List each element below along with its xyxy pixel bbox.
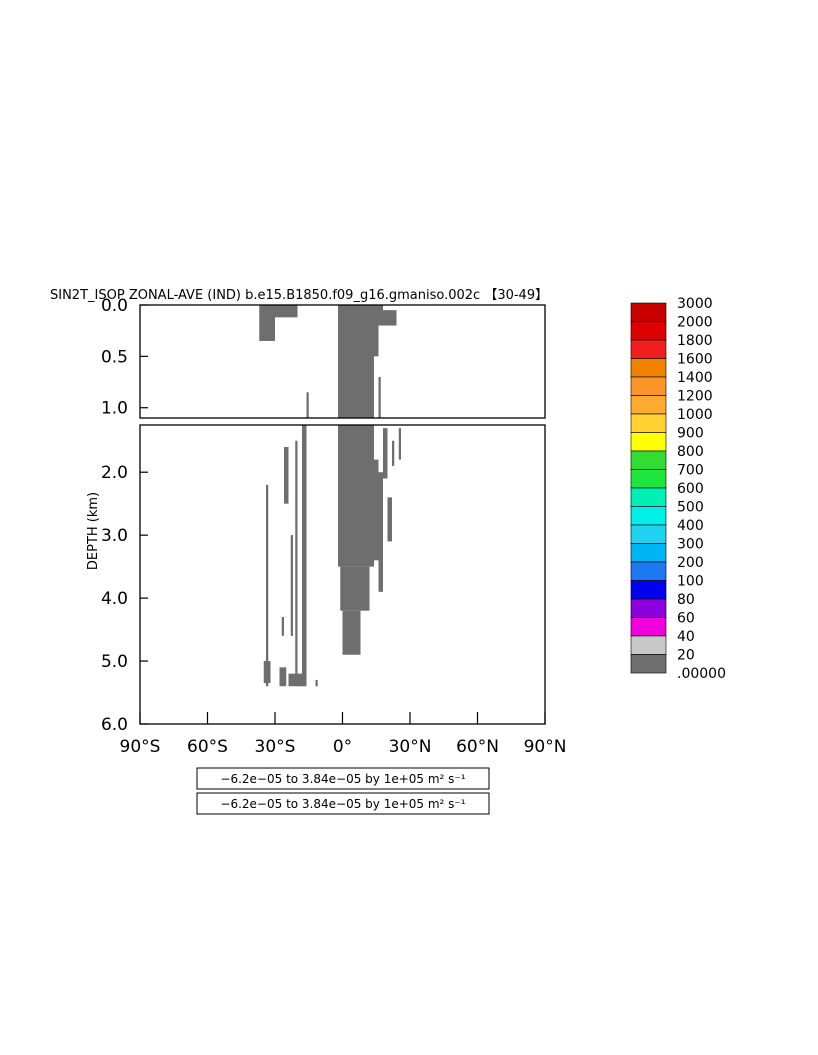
y-axis-ticks: 0.0 0.5 1.0 2.0 3.0 4.0 5.0 6.0 [101, 296, 148, 735]
legend-label: .00000 [677, 666, 726, 682]
legend-swatch [630, 543, 667, 563]
info-box-1-text: −6.2e−05 to 3.84e−05 by 1e+05 m² s⁻¹ [220, 772, 465, 786]
fill-region-22 [302, 425, 307, 687]
legend-label: 60 [677, 611, 695, 627]
fill-region-18 [383, 428, 388, 479]
legend-swatch [630, 524, 667, 544]
fill-region-7 [374, 315, 379, 357]
fill-region-12 [338, 425, 374, 567]
legend-label: 600 [677, 481, 704, 497]
fill-region-9 [383, 310, 397, 326]
y-tick-label: 3.0 [101, 526, 128, 546]
fill-region-15 [358, 425, 365, 448]
info-box-2: −6.2e−05 to 3.84e−05 by 1e+05 m² s⁻¹ [196, 792, 490, 815]
legend-swatch [630, 321, 667, 341]
fill-region-26 [281, 616, 284, 636]
y-tick-label: 6.0 [101, 715, 128, 735]
legend-label: 500 [677, 500, 704, 516]
legend-swatch [630, 635, 667, 655]
fill-region-13 [340, 566, 370, 611]
fill-region-4 [340, 305, 361, 316]
legend-label: 20 [677, 648, 695, 664]
legend-swatch [630, 376, 667, 396]
upper-panel-fill [259, 305, 397, 418]
fill-region-11 [306, 392, 309, 418]
fill-region-25 [284, 447, 289, 504]
fill-region-28 [263, 661, 271, 684]
x-tick-label: 90°S [120, 737, 161, 757]
fill-region-21 [398, 428, 401, 460]
fill-region-27 [266, 484, 269, 687]
legend-label: 800 [677, 444, 704, 460]
x-tick-label: 0° [333, 737, 352, 757]
lower-panel-fill [263, 425, 401, 687]
fill-region-19 [387, 497, 392, 542]
legend-swatch [630, 580, 667, 600]
fill-region-20 [392, 440, 395, 466]
fill-region-30 [288, 673, 305, 687]
y-tick-label: 5.0 [101, 652, 128, 672]
fill-region-6 [365, 310, 374, 341]
legend-swatch [630, 450, 667, 470]
fill-region-14 [342, 610, 361, 655]
legend-label: 200 [677, 555, 704, 571]
x-axis-ticks: 90°S 60°S 30°S 0° 30°N 60°N 90°N [120, 712, 567, 757]
legend-label: 700 [677, 463, 704, 479]
legend-swatch [630, 432, 667, 452]
x-tick-label: 30°S [255, 737, 296, 757]
chart-title: SIN2T_ISOP ZONAL-AVE (IND) b.e15.B1850.f… [50, 288, 548, 303]
legend-swatch [630, 413, 667, 433]
legend-swatch [630, 654, 667, 674]
legend-swatch [630, 487, 667, 507]
color-legend: 3000 2000 1800 1600 1400 1200 1000 900 800 700 600… [630, 296, 726, 682]
legend-swatch [630, 469, 667, 489]
fill-region-31 [315, 679, 318, 687]
legend-label: 40 [677, 629, 695, 645]
legend-label: 400 [677, 518, 704, 534]
fill-region-23 [295, 440, 298, 680]
legend-swatch [630, 395, 667, 415]
legend-swatch [630, 561, 667, 581]
legend-swatch [630, 598, 667, 618]
legend-swatch [630, 617, 667, 637]
fill-region-16 [374, 459, 379, 561]
x-tick-label: 90°N [524, 737, 567, 757]
x-tick-label: 30°N [389, 737, 432, 757]
legend-label: 300 [677, 537, 704, 553]
legend-label: 100 [677, 574, 704, 590]
legend-label: 1400 [677, 370, 713, 386]
fill-region-10 [378, 376, 381, 418]
legend-swatch [630, 302, 667, 322]
y-tick-label: 0.0 [101, 296, 128, 316]
upper-panel-frame [139, 304, 546, 419]
fill-region-8 [374, 305, 383, 326]
fill-region-24 [290, 535, 293, 636]
legend-label: 1200 [677, 389, 713, 405]
legend-swatch [630, 506, 667, 526]
fill-region-1 [270, 305, 298, 318]
legend-swatch [630, 358, 667, 378]
legend-label: 2000 [677, 315, 713, 331]
info-box-1: −6.2e−05 to 3.84e−05 by 1e+05 m² s⁻¹ [196, 767, 490, 790]
legend-label: 1800 [677, 333, 713, 349]
y-tick-label: 4.0 [101, 589, 128, 609]
legend-label: 1600 [677, 352, 713, 368]
x-tick-label: 60°S [187, 737, 228, 757]
fill-region-17 [378, 472, 383, 592]
legend-label: 80 [677, 592, 695, 608]
y-axis-label: DEPTH (km) [86, 492, 101, 570]
x-tick-label: 60°N [456, 737, 499, 757]
legend-label: 900 [677, 426, 704, 442]
fill-region-2 [281, 305, 289, 311]
info-box-2-text: −6.2e−05 to 3.84e−05 by 1e+05 m² s⁻¹ [220, 797, 465, 811]
y-tick-label: 0.5 [101, 347, 128, 367]
legend-swatch [630, 339, 667, 359]
fill-region-29 [279, 667, 287, 687]
legend-label: 1000 [677, 407, 713, 423]
y-tick-label: 1.0 [101, 399, 128, 419]
legend-label: 3000 [677, 296, 713, 312]
y-tick-label: 2.0 [101, 463, 128, 483]
